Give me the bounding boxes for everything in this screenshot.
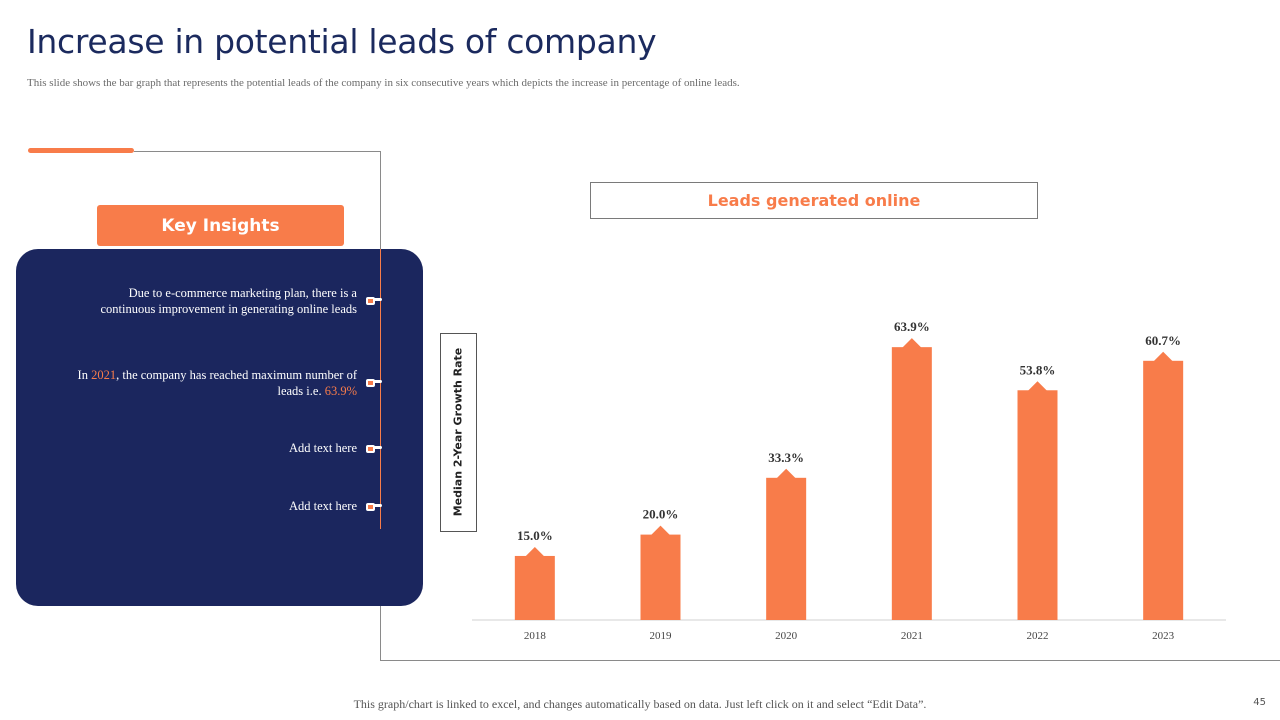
bar-2020 [766, 477, 807, 620]
insight-2-value: 63.9% [324, 384, 357, 398]
page-number: 45 [1253, 697, 1266, 708]
data-label-2021: 63.9% [894, 319, 930, 334]
data-label-2020: 33.3% [768, 450, 804, 465]
key-insights-heading: Key Insights [97, 205, 344, 246]
bar-2022 [1017, 390, 1058, 620]
insight-1-line1: Due to e-commerce marketing plan, there … [128, 286, 357, 300]
insight-3-text: Add text here [288, 441, 357, 455]
bar-cap-2018 [524, 546, 545, 557]
data-label-2023: 60.7% [1145, 333, 1181, 348]
bar-cap-2019 [650, 525, 671, 536]
footer-note: This graph/chart is linked to excel, and… [353, 697, 927, 711]
page-subtitle: This slide shows the bar graph that repr… [27, 77, 740, 89]
bar-2021 [891, 347, 932, 620]
data-label-2022: 53.8% [1020, 362, 1056, 377]
insight-4-text: Add text here [288, 499, 357, 513]
pointing-hand-icon [366, 445, 382, 453]
bar-cap-2023 [1153, 351, 1174, 362]
x-tick-label-2021: 2021 [901, 630, 923, 642]
data-label-2018: 15.0% [517, 528, 553, 543]
bar-cap-2022 [1027, 381, 1048, 392]
x-tick-label-2019: 2019 [650, 630, 673, 642]
insight-2-year: 2021 [91, 368, 117, 382]
x-tick-label-2023: 2023 [1152, 630, 1175, 642]
insight-item-3: Add text here [57, 440, 357, 456]
data-label-2019: 20.0% [643, 507, 679, 522]
insight-1-line2: continuous improvement in generating onl… [100, 302, 357, 316]
bar-2019 [640, 534, 681, 620]
insight-2-mid: , the company has reached maximum number… [116, 368, 357, 382]
bar-2023 [1143, 360, 1184, 620]
insight-2-pre: In [77, 368, 92, 382]
accent-bar [28, 148, 134, 153]
page-title: Increase in potential leads of company [27, 22, 657, 61]
frame-line-top [134, 151, 380, 152]
frame-line-bottom [380, 660, 1280, 661]
bar-cap-2021 [901, 338, 922, 349]
bar-cap-2020 [776, 468, 797, 479]
insight-item-2: In 2021, the company has reached maximum… [57, 367, 357, 399]
insight-item-1: Due to e-commerce marketing plan, there … [57, 285, 357, 317]
x-tick-label-2018: 2018 [524, 630, 547, 642]
insights-panel [16, 249, 423, 606]
insights-timeline [380, 249, 381, 529]
x-tick-label-2022: 2022 [1027, 630, 1049, 642]
pointing-hand-icon [366, 297, 382, 305]
bar-2018 [514, 555, 555, 620]
x-tick-label-2020: 2020 [775, 630, 798, 642]
y-axis-label-box [440, 333, 477, 532]
insight-item-4: Add text here [57, 498, 357, 514]
chart-title: Leads generated online [590, 182, 1038, 219]
pointing-hand-icon [366, 379, 382, 387]
insight-2-line2: leads i.e. [277, 384, 325, 398]
pointing-hand-icon [366, 503, 382, 511]
